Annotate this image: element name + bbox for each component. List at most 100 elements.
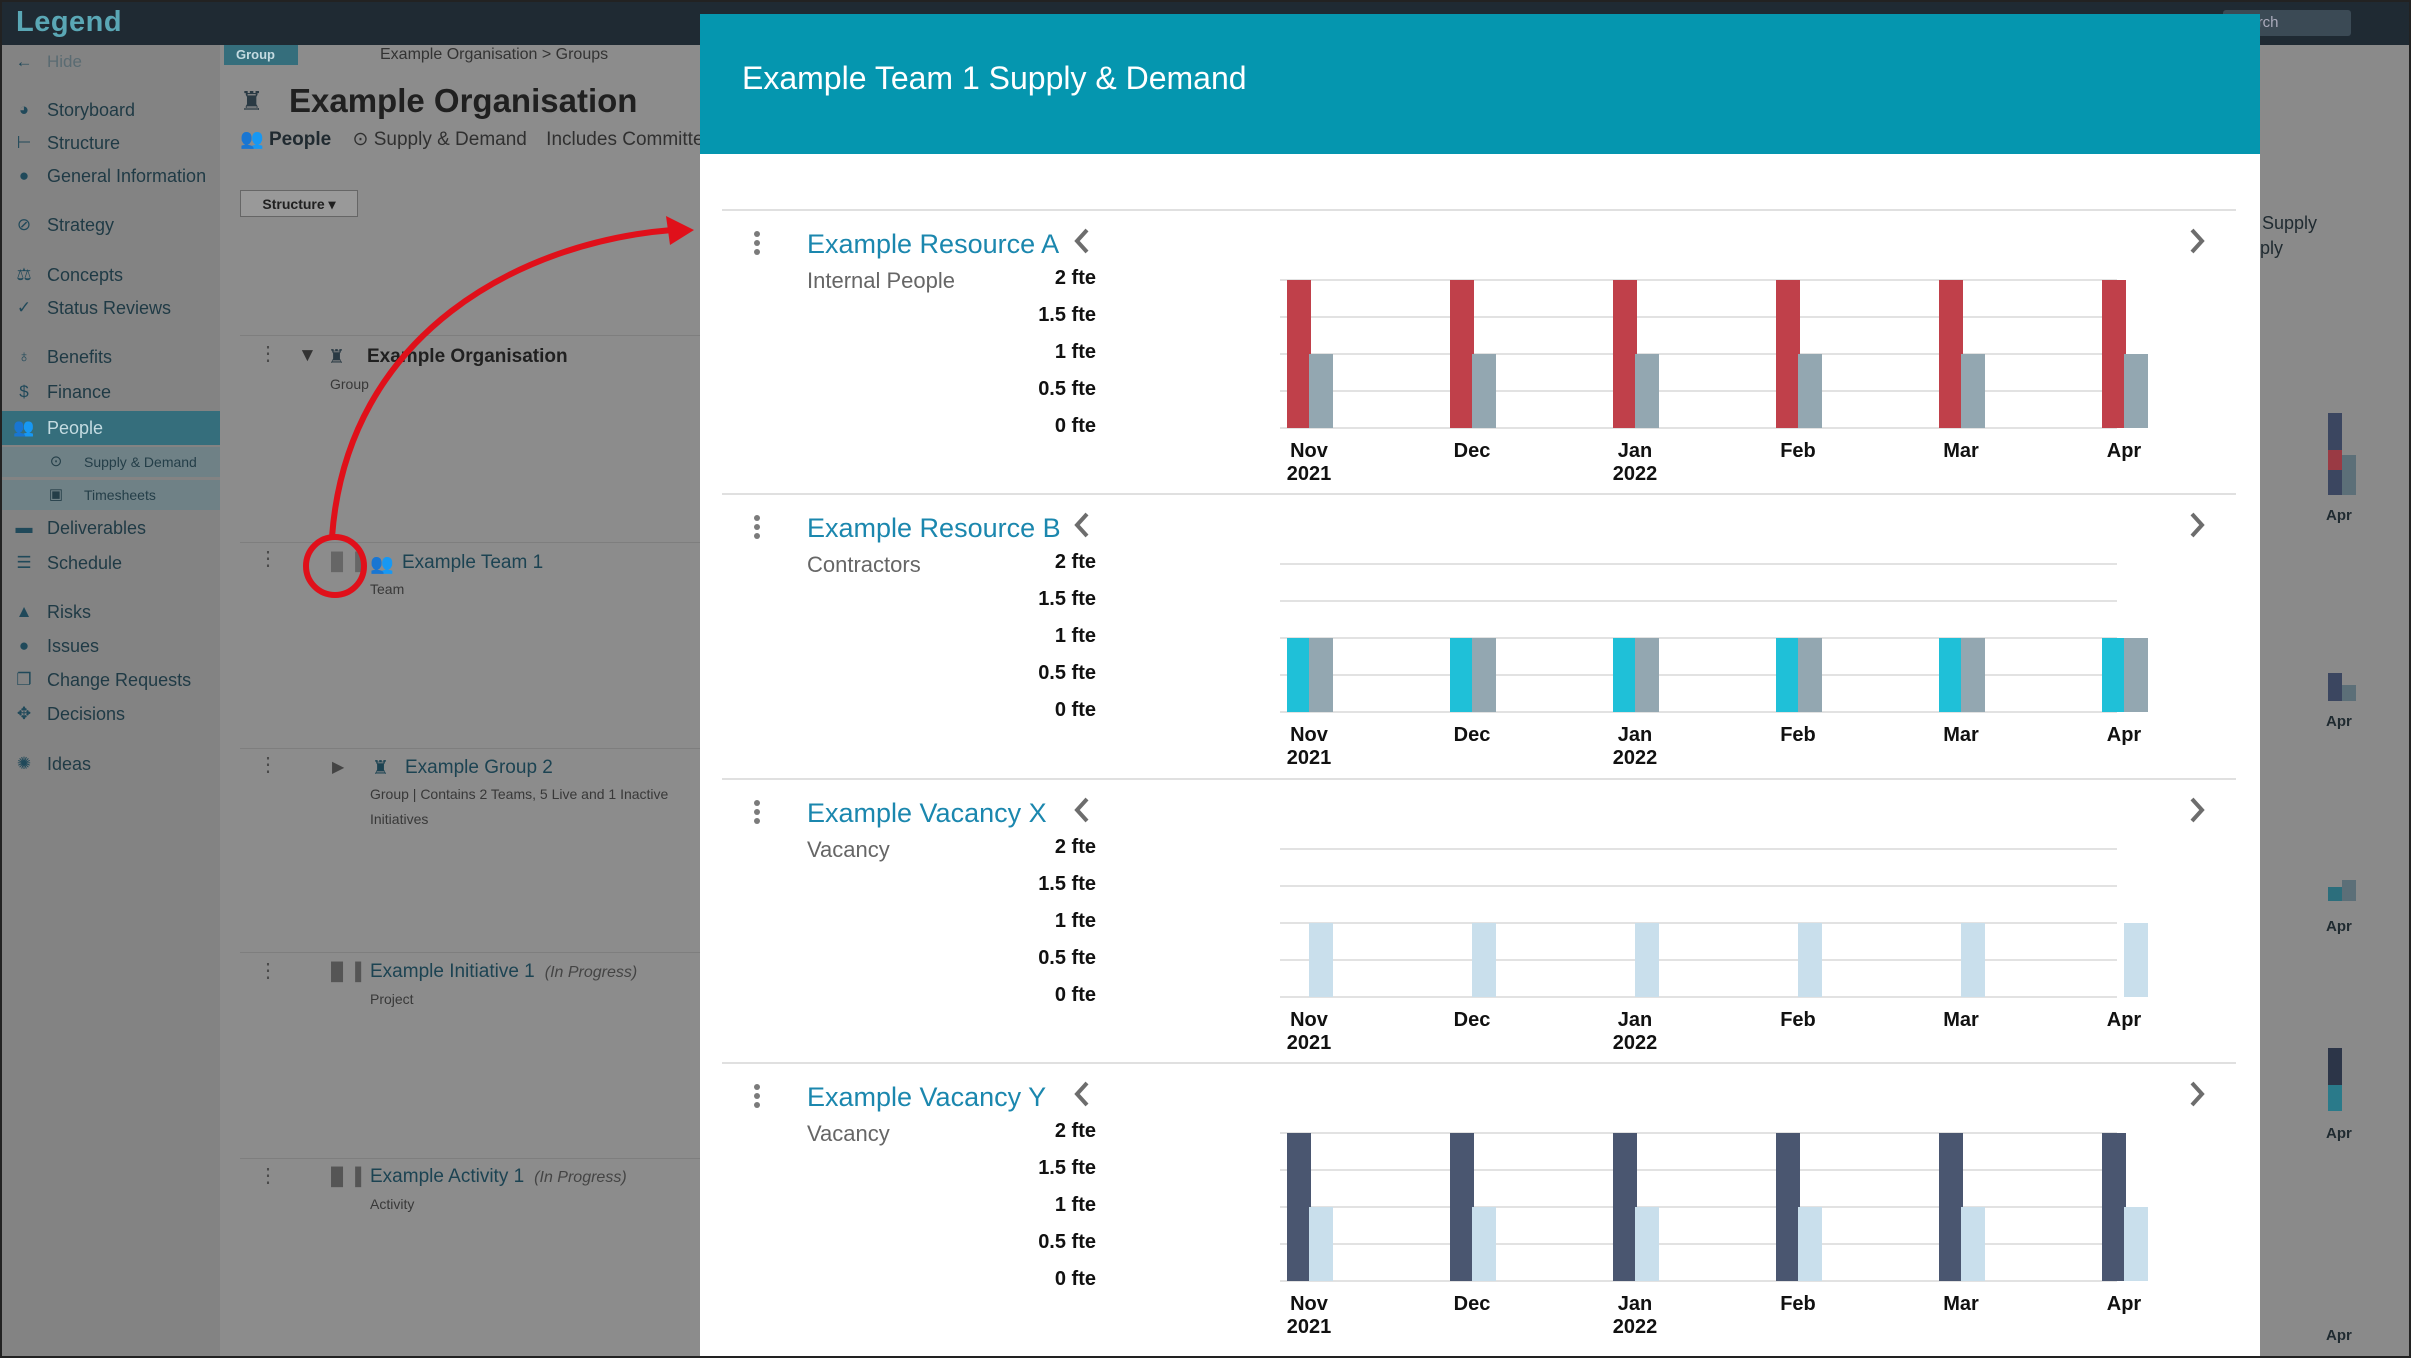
bar-primary[interactable] — [1450, 638, 1474, 712]
sidebar-hide[interactable]: ← Hide — [2, 47, 220, 77]
tree-item-name[interactable]: Example Initiative 1 (In Progress) — [370, 961, 637, 983]
chevron-left-icon[interactable] — [1070, 509, 1094, 541]
bar-secondary[interactable] — [1798, 923, 1822, 997]
expand-triangle-icon[interactable]: ▶ — [332, 759, 345, 776]
sidebar-item-finance[interactable]: $ Finance — [2, 377, 220, 407]
bar-secondary[interactable] — [1309, 354, 1333, 428]
bar-primary[interactable] — [1287, 1133, 1311, 1281]
people-tab[interactable]: People — [268, 129, 332, 150]
sidebar-item-status-reviews[interactable]: ✓ Status Reviews — [2, 293, 220, 323]
sidebar-item-change-requests[interactable]: ❐ Change Requests — [2, 665, 220, 695]
bar-primary[interactable] — [1939, 638, 1963, 712]
sidebar-subitem-supply-demand[interactable]: ⊙ Supply & Demand — [2, 447, 220, 477]
bar-secondary[interactable] — [1309, 1207, 1333, 1281]
bar-primary[interactable] — [2102, 1133, 2126, 1281]
expand-triangle-icon[interactable]: ▼ — [298, 345, 317, 366]
tree-item-name[interactable]: Example Team 1 — [402, 552, 544, 573]
chevron-left-icon[interactable] — [1070, 225, 1094, 257]
bar-secondary[interactable] — [1309, 923, 1333, 997]
sidebar-item-decisions[interactable]: ✥ Decisions — [2, 699, 220, 729]
breadcrumb[interactable]: Example Organisation > Groups — [380, 46, 609, 63]
bar-primary[interactable] — [1613, 280, 1637, 428]
chevron-left-icon[interactable] — [1070, 794, 1094, 826]
sidebar-item-concepts[interactable]: ⚖ Concepts — [2, 260, 220, 290]
row-menu-icon[interactable]: ⋮ — [258, 1165, 278, 1187]
row-menu-icon[interactable]: ⋮ — [258, 960, 278, 982]
bar-primary[interactable] — [1776, 1133, 1800, 1281]
kebab-menu-icon[interactable] — [752, 800, 762, 827]
sidebar-item-people[interactable]: 👥 People — [2, 411, 220, 445]
sidebar-item-label: Concepts — [47, 265, 124, 285]
app-logo[interactable]: Legend — [16, 6, 123, 38]
bar-secondary[interactable] — [1472, 923, 1496, 997]
sidebar-item-general-information[interactable]: ● General Information — [2, 161, 220, 191]
row-menu-icon[interactable]: ⋮ — [258, 343, 278, 365]
sidebar-item-risks[interactable]: ▲ Risks — [2, 597, 220, 627]
includes-committed-label[interactable]: Includes Committed — [546, 129, 715, 150]
bar-primary[interactable] — [1776, 280, 1800, 428]
row-menu-icon[interactable]: ⋮ — [258, 548, 278, 570]
bar-primary[interactable] — [1613, 638, 1637, 712]
bar-primary[interactable] — [1450, 1133, 1474, 1281]
tree-item-name[interactable]: Example Group 2 — [405, 757, 553, 778]
bar-primary[interactable] — [1939, 280, 1963, 428]
resource-name[interactable]: Example Resource B — [807, 513, 1061, 543]
chevron-left-icon[interactable] — [1070, 1078, 1094, 1110]
bar-secondary[interactable] — [1798, 638, 1822, 712]
bar-primary[interactable] — [1287, 638, 1311, 712]
bar-primary[interactable] — [2102, 638, 2126, 712]
bar-secondary[interactable] — [1798, 1207, 1822, 1281]
resource-name[interactable]: Example Vacancy Y — [807, 1082, 1047, 1112]
sidebar-item-benefits[interactable]: ♁ Benefits — [2, 342, 220, 372]
bar-secondary[interactable] — [1961, 1207, 1985, 1281]
bar-primary[interactable] — [1939, 1133, 1963, 1281]
sidebar-item-storyboard[interactable]: ◕ Storyboard — [2, 95, 220, 125]
bar-primary[interactable] — [1450, 280, 1474, 428]
bar-primary[interactable] — [1613, 1133, 1637, 1281]
bar-secondary[interactable] — [2124, 923, 2148, 997]
bar-secondary[interactable] — [1309, 638, 1333, 712]
bar-secondary[interactable] — [1961, 923, 1985, 997]
bar-secondary[interactable] — [1961, 354, 1985, 428]
row-menu-icon[interactable]: ⋮ — [258, 754, 278, 776]
structure-dropdown-button[interactable]: Structure ▾ — [240, 190, 358, 217]
tree-item-name[interactable]: Example Activity 1 (In Progress) — [370, 1166, 627, 1188]
sidebar-item-issues[interactable]: ● Issues — [2, 631, 220, 661]
kebab-menu-icon[interactable] — [752, 515, 762, 542]
chart-icon[interactable]: ▐▌▐ — [325, 962, 362, 981]
bar-secondary[interactable] — [1472, 354, 1496, 428]
x-tick-month: Nov — [1290, 440, 1328, 462]
bar-secondary[interactable] — [1635, 354, 1659, 428]
bar-primary[interactable] — [2102, 280, 2126, 428]
chart-icon[interactable]: ▐▌▐ — [325, 552, 362, 571]
bar-secondary[interactable] — [1635, 1207, 1659, 1281]
bar-secondary[interactable] — [1961, 638, 1985, 712]
sidebar-item-strategy[interactable]: ⊘ Strategy — [2, 210, 220, 240]
chevron-right-icon[interactable] — [2185, 225, 2209, 257]
chevron-right-icon[interactable] — [2185, 509, 2209, 541]
sidebar-item-ideas[interactable]: ✺ Ideas — [2, 749, 220, 779]
kebab-menu-icon[interactable] — [752, 1084, 762, 1111]
bar-secondary[interactable] — [1472, 1207, 1496, 1281]
tree-item-name[interactable]: Example Organisation — [367, 346, 568, 367]
chevron-right-icon[interactable] — [2185, 1078, 2209, 1110]
resource-name[interactable]: Example Vacancy X — [807, 798, 1047, 828]
sidebar-item-deliverables[interactable]: ▬ Deliverables — [2, 513, 220, 543]
bar-secondary[interactable] — [2124, 1207, 2148, 1281]
sidebar-subitem-timesheets[interactable]: ▣ Timesheets — [2, 480, 220, 510]
bar-secondary[interactable] — [2124, 638, 2148, 712]
bar-primary[interactable] — [1287, 280, 1311, 428]
chevron-right-icon[interactable] — [2185, 794, 2209, 826]
resource-name[interactable]: Example Resource A — [807, 229, 1060, 259]
bar-secondary[interactable] — [1472, 638, 1496, 712]
bar-primary[interactable] — [1776, 638, 1800, 712]
bar-secondary[interactable] — [1635, 638, 1659, 712]
bar-secondary[interactable] — [1798, 354, 1822, 428]
sidebar-item-schedule[interactable]: ☰ Schedule — [2, 548, 220, 578]
sidebar-item-structure[interactable]: ⊢ Structure — [2, 128, 220, 158]
bar-secondary[interactable] — [1635, 923, 1659, 997]
kebab-menu-icon[interactable] — [752, 231, 762, 258]
bar-secondary[interactable] — [2124, 354, 2148, 428]
chart-icon[interactable]: ▐▌▐ — [325, 1167, 362, 1186]
tab-supply-demand[interactable]: Supply & Demand — [373, 129, 527, 150]
